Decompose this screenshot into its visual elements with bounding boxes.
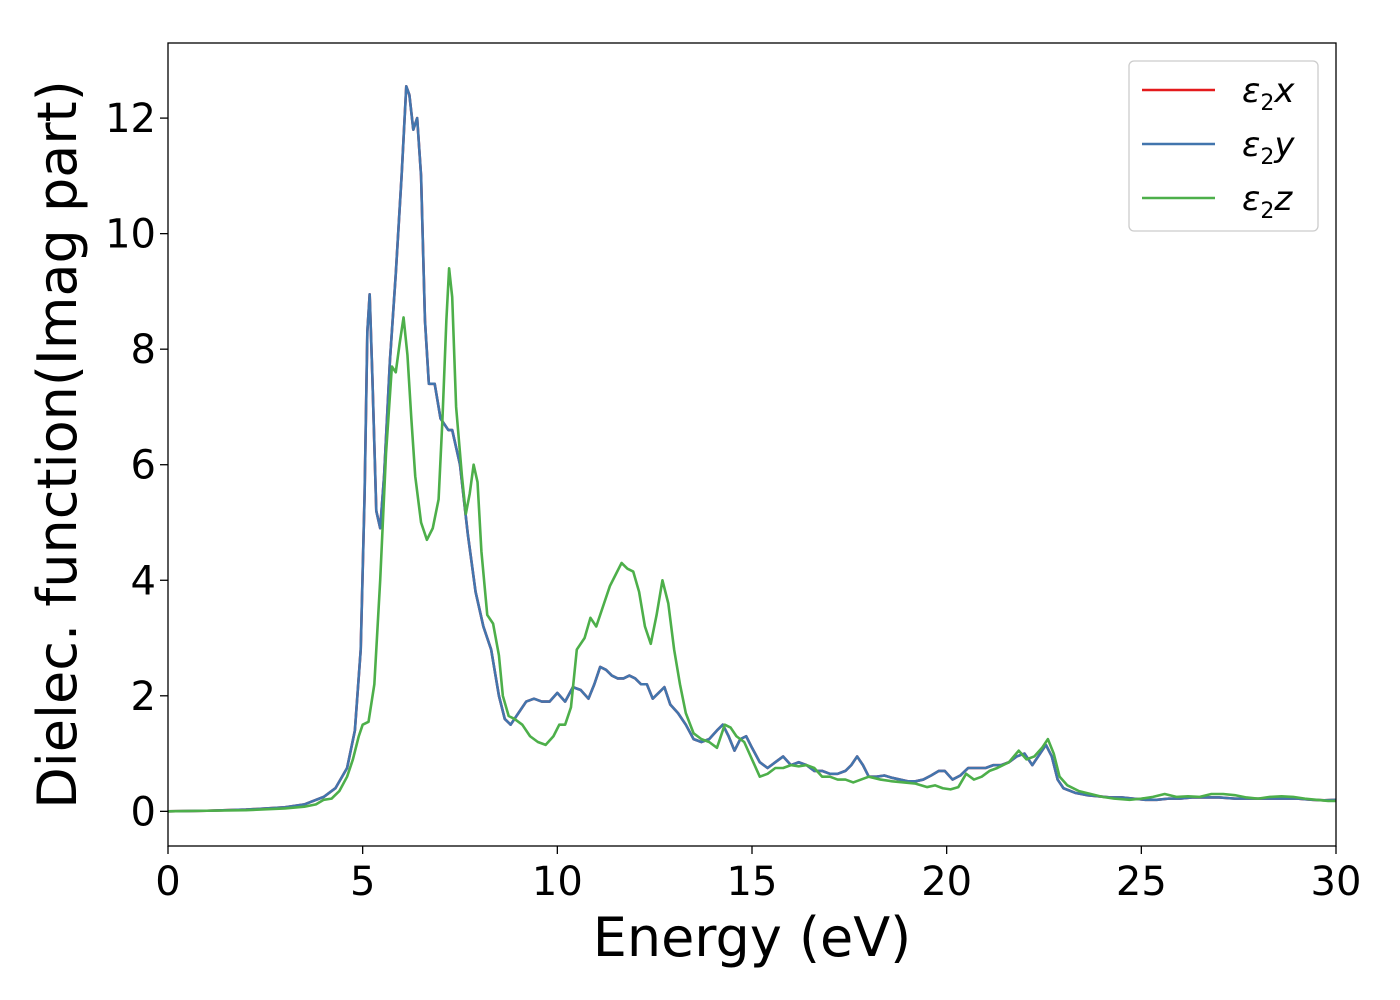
y-tick-label: 8: [131, 327, 156, 373]
x-tick-label: 5: [350, 859, 375, 905]
legend-frame: [1128, 60, 1319, 232]
y-axis-ticks: 0 2 4 6 8 10 12: [105, 96, 168, 835]
x-tick-label: 10: [532, 859, 583, 905]
x-axis-ticks: 0 5 10 15 20 25 30: [155, 846, 1361, 905]
legend-label-y: ε2y: [1242, 125, 1295, 170]
series-line-y: [168, 85, 1336, 813]
y-tick-label: 4: [131, 558, 156, 604]
x-tick-label: 30: [1311, 859, 1362, 905]
legend-label-z: ε2z: [1242, 179, 1293, 224]
legend: ε2x ε2y ε2z: [1128, 60, 1319, 232]
x-tick-label: 15: [727, 859, 778, 905]
y-tick-label: 12: [105, 96, 156, 142]
y-tick-label: 6: [131, 443, 156, 489]
series-line-z: [168, 267, 1336, 813]
series-layer: [168, 85, 1336, 813]
y-tick-label: 2: [131, 674, 156, 720]
x-tick-label: 0: [155, 859, 180, 905]
x-tick-label: 25: [1116, 859, 1167, 905]
x-axis-title: Energy (eV): [593, 906, 912, 969]
y-tick-label: 10: [105, 212, 156, 258]
y-tick-label: 0: [131, 789, 156, 835]
x-tick-label: 20: [921, 859, 972, 905]
legend-label-x: ε2x: [1242, 71, 1295, 116]
y-axis-title: Dielec. function(Imag part): [26, 80, 89, 809]
